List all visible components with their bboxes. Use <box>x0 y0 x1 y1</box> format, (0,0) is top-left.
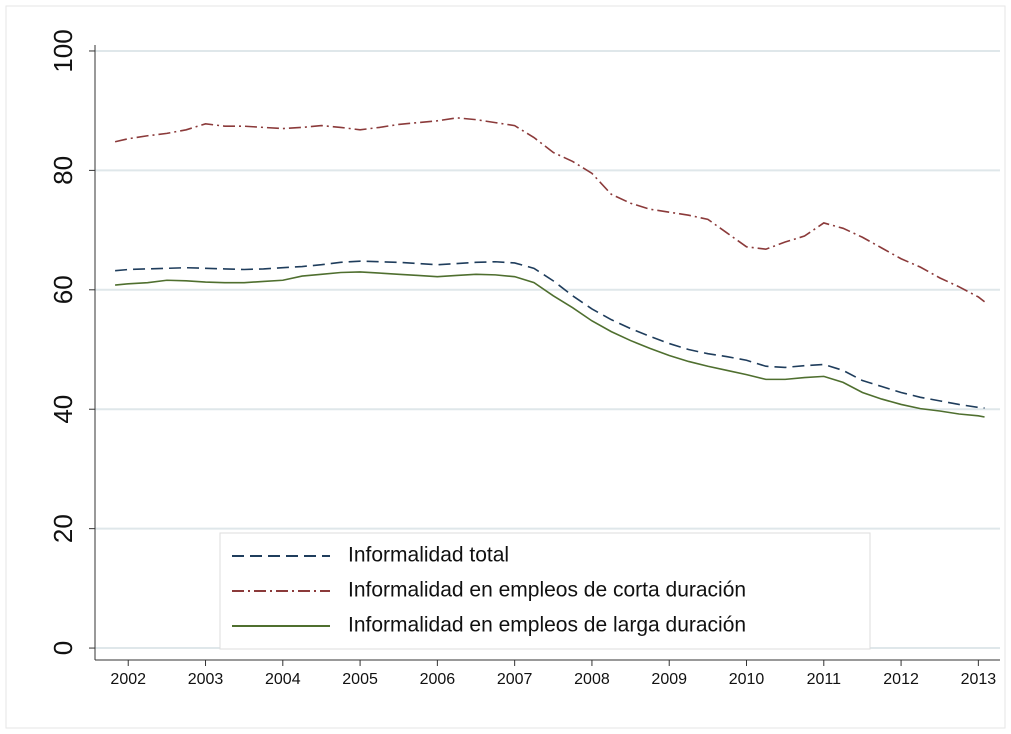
x-tick-label: 2008 <box>574 671 610 688</box>
x-tick-label: 2007 <box>497 671 533 688</box>
legend-label: Informalidad en empleos de larga duració… <box>348 614 746 637</box>
x-tick-label: 2003 <box>188 671 224 688</box>
x-tick-label: 2004 <box>265 671 301 688</box>
y-tick-label: 0 <box>48 641 78 655</box>
y-tick-label: 100 <box>48 29 78 72</box>
y-tick-label: 60 <box>48 275 78 304</box>
series-line <box>115 271 985 418</box>
x-tick-label: 2005 <box>342 671 378 688</box>
x-tick-label: 2010 <box>729 671 765 688</box>
x-tick-label: 2002 <box>110 671 146 688</box>
y-tick-label: 40 <box>48 395 78 424</box>
x-tick-label: 2012 <box>883 671 919 688</box>
legend-label: Informalidad total <box>348 544 509 567</box>
x-tick-label: 2009 <box>651 671 687 688</box>
x-tick-label: 2011 <box>807 671 842 688</box>
y-tick-label: 80 <box>48 156 78 185</box>
series-line <box>115 260 985 409</box>
series-line <box>114 117 986 303</box>
legend-label: Informalidad en empleos de corta duració… <box>348 579 746 602</box>
x-tick-label: 2006 <box>420 671 456 688</box>
x-tick-label: 2013 <box>961 671 997 688</box>
y-tick-label: 20 <box>48 514 78 543</box>
